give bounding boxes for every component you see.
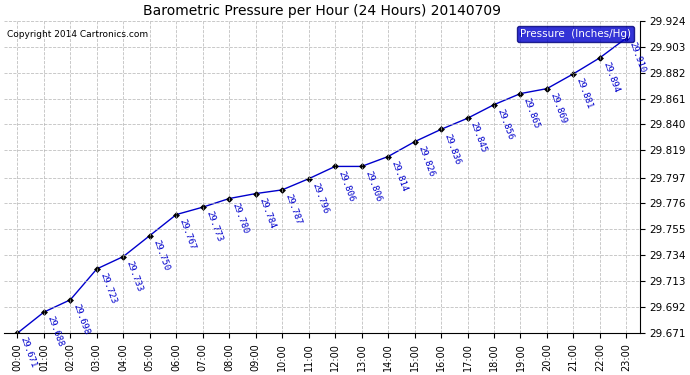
- Text: 29.806: 29.806: [337, 169, 356, 202]
- Text: 29.869: 29.869: [549, 92, 568, 125]
- Text: 29.787: 29.787: [284, 193, 303, 226]
- Text: 29.688: 29.688: [46, 315, 65, 348]
- Text: 29.836: 29.836: [442, 132, 462, 165]
- Text: 29.856: 29.856: [495, 108, 515, 141]
- Text: 29.767: 29.767: [177, 217, 197, 251]
- Text: 29.723: 29.723: [98, 272, 118, 305]
- Text: 29.910: 29.910: [628, 41, 647, 74]
- Text: 29.881: 29.881: [575, 76, 594, 110]
- Text: 29.865: 29.865: [522, 96, 542, 130]
- Text: 29.845: 29.845: [469, 121, 489, 154]
- Text: 29.796: 29.796: [310, 182, 330, 215]
- Text: 29.784: 29.784: [257, 196, 277, 230]
- Legend: Pressure  (Inches/Hg): Pressure (Inches/Hg): [517, 26, 634, 42]
- Text: 29.780: 29.780: [230, 201, 250, 235]
- Text: 29.894: 29.894: [601, 60, 621, 94]
- Text: 29.671: 29.671: [19, 336, 38, 369]
- Text: 29.750: 29.750: [151, 238, 170, 272]
- Title: Barometric Pressure per Hour (24 Hours) 20140709: Barometric Pressure per Hour (24 Hours) …: [143, 4, 501, 18]
- Text: Copyright 2014 Cartronics.com: Copyright 2014 Cartronics.com: [8, 30, 148, 39]
- Text: 29.773: 29.773: [204, 210, 224, 243]
- Text: 29.806: 29.806: [363, 169, 382, 202]
- Text: 29.733: 29.733: [125, 260, 144, 293]
- Text: 29.698: 29.698: [72, 303, 91, 336]
- Text: 29.826: 29.826: [416, 144, 435, 178]
- Text: 29.814: 29.814: [389, 159, 409, 193]
